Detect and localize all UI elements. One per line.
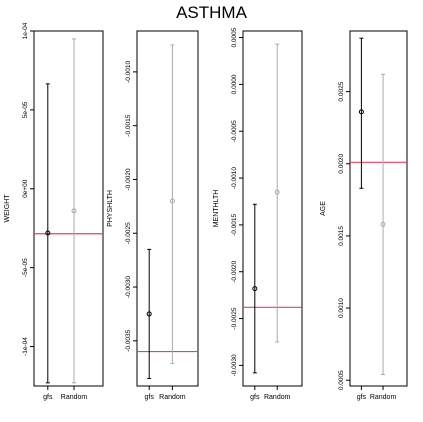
panel-menthlth-ytick-label: -0.0015 <box>231 213 238 235</box>
panel-weight-ytick-label: 1e-04 <box>22 22 29 39</box>
panel-physhlth-xtick-label: gfs <box>145 394 155 401</box>
panel-menthlth-frame <box>242 30 303 387</box>
panel-age-gfs-point <box>358 109 364 115</box>
panel-physhlth-ylabel: PHYSHLTH <box>107 190 114 227</box>
panel-physhlth-ytick-label: -0.0025 <box>125 222 132 244</box>
panel-menthlth-ytick-label: -0.0010 <box>231 167 238 189</box>
panel-physhlth-xtick-label: Random <box>159 394 186 401</box>
panel-weight-gfs-point <box>45 230 51 236</box>
panel-age-xtick-label: Random <box>370 394 397 401</box>
panel-menthlth-gfs-point <box>252 286 258 292</box>
panel-age-xtick-label: gfs <box>357 394 367 401</box>
panel-menthlth-xtick-label: Random <box>264 394 291 401</box>
figure-title: ASTHMA <box>176 3 247 22</box>
panel-physhlth-gfs-point <box>146 311 152 317</box>
panel-menthlth-random-point <box>274 189 280 195</box>
panel-weight-ylabel: WEIGHT <box>4 194 11 223</box>
panel-age-ytick-label: 0.0020 <box>338 153 345 173</box>
panel-physhlth-random-point <box>169 198 175 204</box>
panel-menthlth-ytick-label: -0.0025 <box>231 307 238 329</box>
panel-weight-frame <box>33 30 104 387</box>
panel-age-ylabel: AGE <box>320 201 327 216</box>
panel-weight-ytick-label: 5e-05 <box>22 101 29 118</box>
panel-menthlth-ytick-label: 0.0000 <box>231 74 238 94</box>
panel-weight-xtick-label: Random <box>61 394 88 401</box>
panel-weight-xtick-label: gfs <box>43 394 53 401</box>
panel-physhlth-ytick-label: -0.0035 <box>125 329 132 351</box>
panel-menthlth-ytick-label: 0.0005 <box>231 27 238 47</box>
panel-physhlth-ytick-label: -0.0010 <box>125 60 132 82</box>
panel-age-ytick-label: 0.0005 <box>338 370 345 390</box>
panel-menthlth-ytick-label: -0.0020 <box>231 260 238 282</box>
panel-menthlth-ytick-label: -0.0030 <box>231 354 238 376</box>
panel-age-random-point <box>380 221 386 227</box>
panel-weight-random-point <box>71 208 77 214</box>
panel-age-ytick-label: 0.0010 <box>338 298 345 318</box>
panel-weight-ytick-label: -5e-05 <box>22 258 29 277</box>
panel-menthlth-xtick-label: gfs <box>250 394 260 401</box>
panel-age-frame <box>349 30 408 387</box>
panel-weight-ytick-label: 0e+00 <box>22 179 29 198</box>
panel-physhlth-ytick-label: -0.0030 <box>125 276 132 298</box>
panel-age-ytick-label: 0.0025 <box>338 81 345 101</box>
panel-physhlth-ytick-label: -0.0015 <box>125 114 132 136</box>
panel-weight-ytick-label: -1e-04 <box>22 337 29 356</box>
panel-age-ytick-label: 0.0015 <box>338 226 345 246</box>
panel-menthlth-ytick-label: -0.0005 <box>231 120 238 142</box>
panel-physhlth-ytick-label: -0.0020 <box>125 168 132 190</box>
panel-physhlth-frame <box>136 30 199 387</box>
panel-menthlth-ylabel: MENTHLTH <box>213 190 220 228</box>
